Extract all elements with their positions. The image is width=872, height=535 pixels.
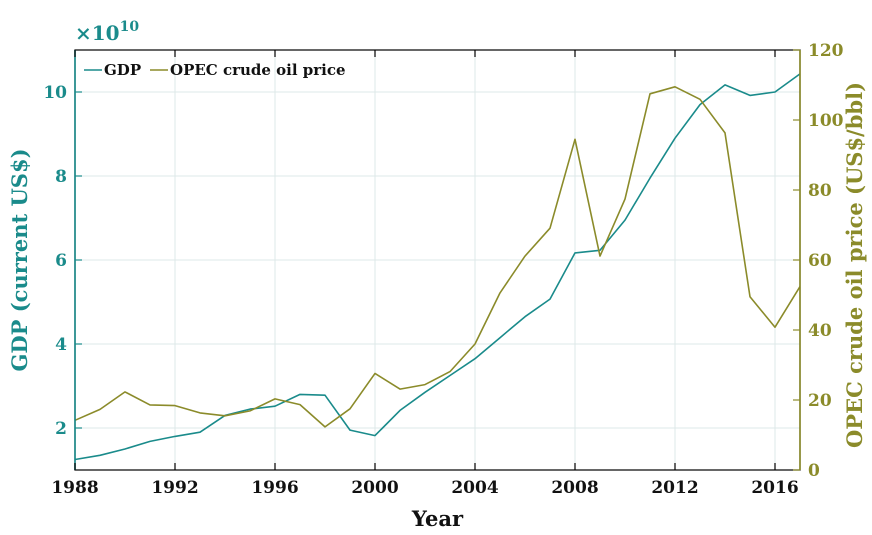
right-y-axis-title: OPEC crude oil price (US$/bbl)	[842, 82, 867, 448]
exponent-power: 10	[120, 19, 140, 35]
right-y-tick-label: 100	[808, 111, 844, 131]
left-y-tick-label: 2	[55, 419, 67, 439]
legend-label-oil: OPEC crude oil price	[170, 61, 346, 79]
right-y-tick-label: 120	[808, 41, 844, 61]
left-y-tick-label: 10	[43, 83, 67, 103]
oil-price-series	[75, 87, 800, 427]
x-tick-label: 2008	[551, 478, 598, 498]
right-y-tick-label: 20	[808, 391, 832, 411]
right-y-tick-label: 60	[808, 251, 832, 271]
x-axis-title: Year	[411, 506, 464, 531]
x-tick-label: 1996	[251, 478, 298, 498]
x-tick-label: 2012	[651, 478, 698, 498]
right-y-tick-label: 0	[808, 461, 820, 481]
x-axis-ticks: 1988 1992 1996 2000 2004 2008 2012 2016	[51, 50, 798, 498]
right-y-axis-ticks: 0 20 40 60 80 100 120	[793, 41, 844, 481]
x-tick-label: 2004	[451, 478, 498, 498]
left-y-axis-title: GDP (current US$)	[7, 148, 32, 371]
x-tick-label: 1992	[151, 478, 198, 498]
left-y-axis-ticks: 2 4 6 8 10	[43, 83, 82, 439]
gdp-series	[75, 74, 800, 460]
oil-price-line	[75, 87, 800, 427]
right-y-tick-label: 80	[808, 181, 832, 201]
legend-label-gdp: GDP	[104, 61, 141, 79]
left-y-tick-label: 4	[55, 335, 67, 355]
x-tick-label: 1988	[51, 478, 98, 498]
gdp-line	[75, 74, 800, 460]
x-tick-label: 2016	[751, 478, 798, 498]
grid-lines	[75, 50, 800, 470]
left-y-tick-label: 6	[55, 251, 67, 271]
right-y-tick-label: 40	[808, 321, 832, 341]
exponent-base: ×10	[75, 21, 120, 45]
legend: GDP OPEC crude oil price	[84, 61, 346, 79]
left-y-tick-label: 8	[55, 167, 67, 187]
x-tick-label: 2000	[351, 478, 398, 498]
exponent-label: ×1010	[75, 19, 139, 45]
